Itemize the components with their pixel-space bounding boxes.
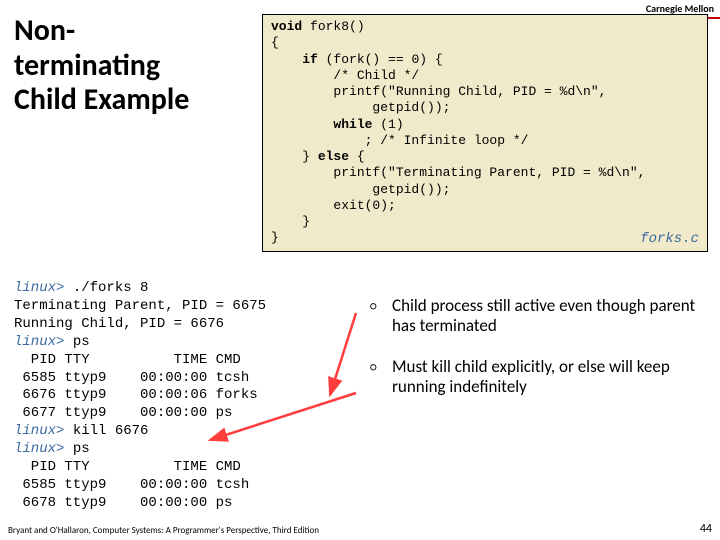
slide-title: Non- terminating Child Example: [14, 14, 189, 118]
title-line-0: Non-: [14, 12, 75, 49]
list-item: ○ Must kill child explicitly, or else wi…: [370, 357, 710, 398]
bullet-marker: ○: [370, 357, 392, 398]
title-line-1: terminating: [14, 47, 160, 84]
page-number: 44: [700, 522, 712, 536]
code-filename: forks.c: [640, 231, 699, 249]
bullet-text-0: Child process still active even though p…: [392, 296, 710, 337]
title-line-2: Child Example: [14, 81, 189, 118]
footer-citation: Bryant and O'Hallaron, Computer Systems:…: [8, 525, 319, 536]
list-item: ○ Child process still active even though…: [370, 296, 710, 337]
terminal-output: linux> ./forks 8Terminating Parent, PID …: [14, 280, 266, 513]
bullet-text-1: Must kill child explicitly, or else will…: [392, 357, 710, 398]
bullet-list: ○ Child process still active even though…: [370, 296, 710, 418]
bullet-marker: ○: [370, 296, 392, 337]
code-box: void fork8(){ if (fork() == 0) { /* Chil…: [262, 14, 708, 252]
